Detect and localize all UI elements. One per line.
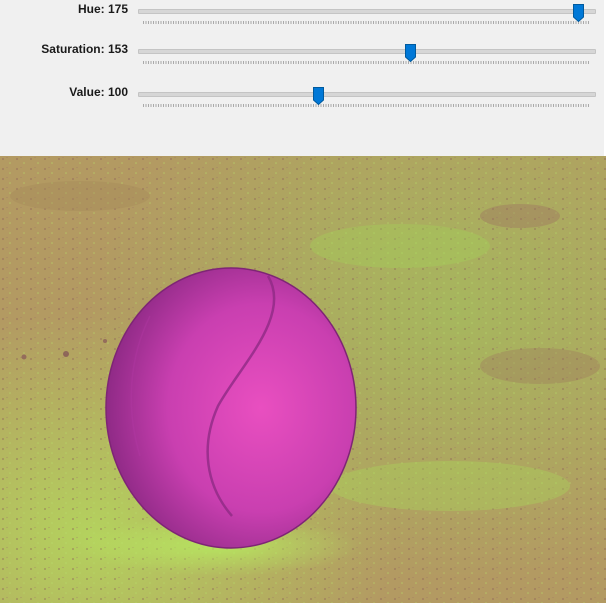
hue-label: Hue: 175 bbox=[77, 2, 128, 16]
hue-slider-track[interactable] bbox=[138, 9, 596, 14]
value-slider-row: Value: 100 bbox=[0, 77, 604, 107]
value-slider-ticks bbox=[143, 104, 589, 107]
value-label: Value: 100 bbox=[69, 85, 128, 99]
trackbar-panel: Hue: 175 Saturation: 153 Value: 100 bbox=[0, 0, 606, 156]
saturation-slider-row: Saturation: 153 bbox=[0, 34, 604, 64]
saturation-label: Saturation: 153 bbox=[41, 42, 128, 56]
hue-slider-row: Hue: 175 bbox=[0, 0, 604, 24]
hsv-image-display bbox=[0, 156, 606, 603]
value-slider-thumb[interactable] bbox=[313, 87, 325, 105]
value-slider-track[interactable] bbox=[138, 92, 596, 97]
saturation-slider-thumb[interactable] bbox=[405, 44, 417, 62]
saturation-slider-track[interactable] bbox=[138, 49, 596, 54]
saturation-slider-ticks bbox=[143, 61, 589, 64]
tennis-ball-image bbox=[0, 156, 606, 603]
hue-slider-ticks bbox=[143, 21, 589, 24]
hue-slider-thumb[interactable] bbox=[573, 4, 585, 22]
